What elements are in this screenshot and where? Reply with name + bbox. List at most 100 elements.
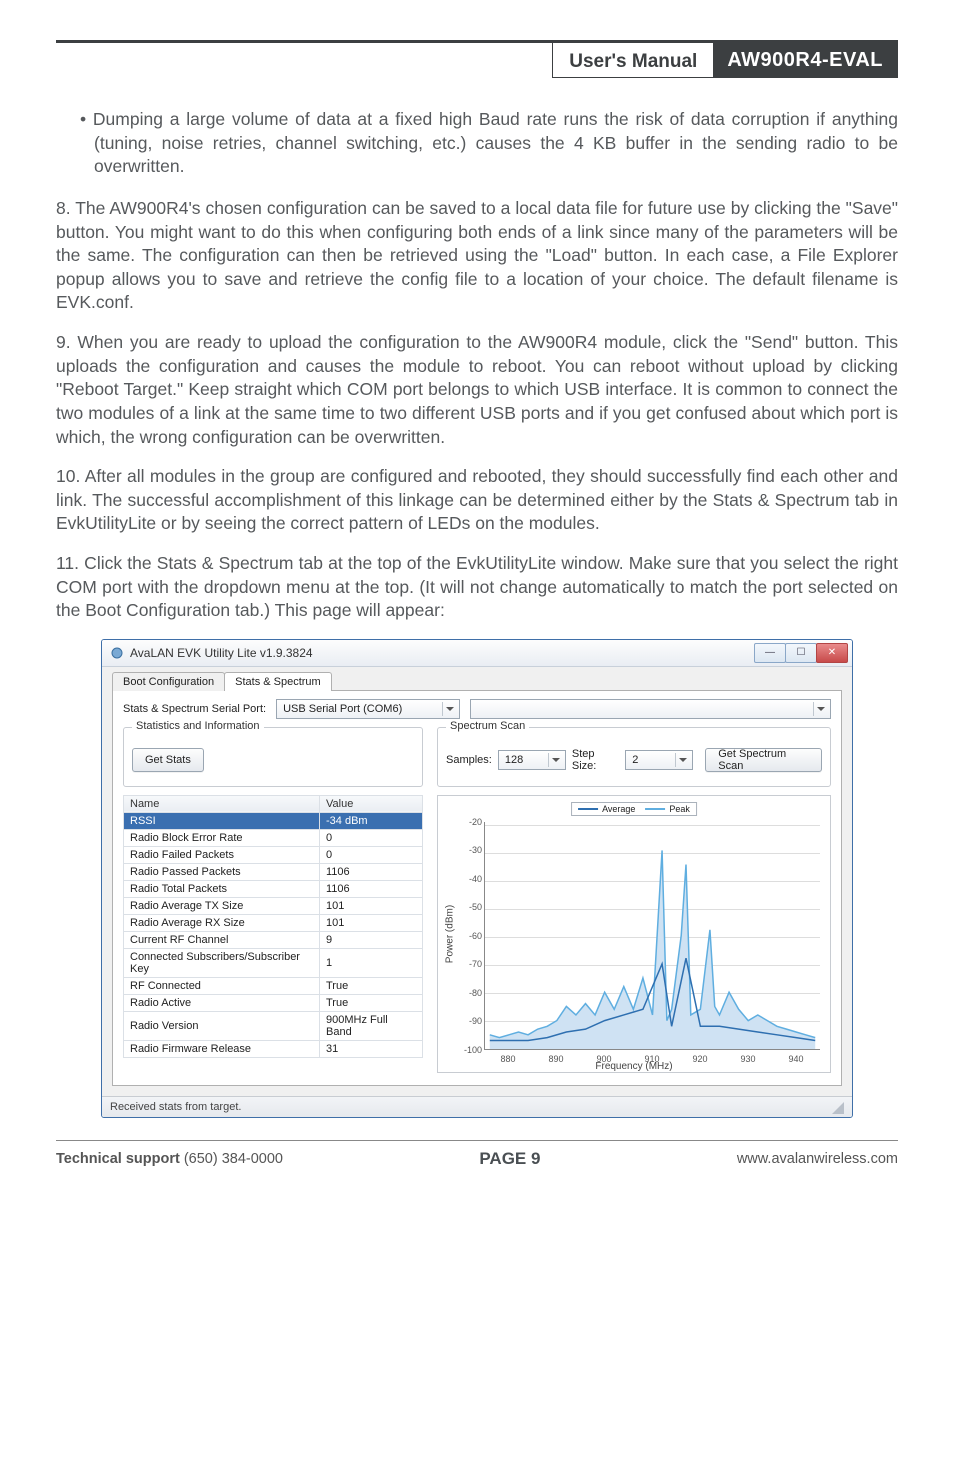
get-stats-button[interactable]: Get Stats [132,748,204,772]
manual-label: User's Manual [553,43,713,77]
x-tick: 930 [740,1054,755,1064]
samples-label: Samples: [446,754,492,766]
y-tick: -20 [462,817,482,827]
table-row[interactable]: Radio Average TX Size101 [124,897,423,914]
app-screenshot: AvaLAN EVK Utility Lite v1.9.3824 — ☐ ✕ … [101,639,853,1118]
table-row[interactable]: Radio Average RX Size101 [124,914,423,931]
table-row[interactable]: RSSI-34 dBm [124,812,423,829]
chevron-down-icon [675,753,690,767]
chart-legend: Average Peak [571,802,697,816]
tab-stats-spectrum[interactable]: Stats & Spectrum [224,672,332,691]
stat-value: 0 [320,829,423,846]
stat-value: 9 [320,931,423,948]
secondary-combo[interactable] [470,699,831,719]
y-tick: -40 [462,874,482,884]
samples-combo[interactable]: 128 [498,750,566,770]
y-tick: -90 [462,1016,482,1026]
tab-boot-configuration[interactable]: Boot Configuration [112,672,225,691]
table-row[interactable]: Radio Passed Packets1106 [124,863,423,880]
x-tick: 920 [692,1054,707,1064]
tab-panel: Stats & Spectrum Serial Port: USB Serial… [112,690,842,1086]
minimize-button[interactable]: — [754,643,786,663]
col-name: Name [124,795,320,812]
maximize-button[interactable]: ☐ [785,643,817,663]
footer: Technical support (650) 384-0000 PAGE 9 … [56,1141,898,1169]
step-label: Step Size: [572,748,619,772]
table-row[interactable]: Current RF Channel9 [124,931,423,948]
y-tick: -60 [462,931,482,941]
stat-value: 101 [320,897,423,914]
x-tick: 900 [596,1054,611,1064]
stat-name: Radio Average TX Size [124,897,320,914]
table-row[interactable]: Radio Block Error Rate0 [124,829,423,846]
stat-value: 1106 [320,880,423,897]
stat-value: -34 dBm [320,812,423,829]
y-tick: -100 [462,1045,482,1055]
y-tick: -80 [462,988,482,998]
spectrum-chart: Average Peak Power (dBm) Frequency (MHz)… [437,795,831,1073]
bullet-dump-warning: • Dumping a large volume of data at a fi… [56,108,898,179]
para-11: 11. Click the Stats & Spectrum tab at th… [56,552,898,623]
status-bar: Received stats from target. [102,1096,852,1117]
table-row[interactable]: Radio Failed Packets0 [124,846,423,863]
footer-url: www.avalanwireless.com [737,1151,898,1167]
x-tick: 910 [644,1054,659,1064]
chevron-down-icon [442,702,457,716]
stats-table: Name Value RSSI-34 dBmRadio Block Error … [123,795,423,1058]
stat-value: True [320,994,423,1011]
table-row[interactable]: Radio Total Packets1106 [124,880,423,897]
footer-left-label: Technical support [56,1151,180,1167]
stat-value: True [320,977,423,994]
stat-name: Radio Passed Packets [124,863,320,880]
y-tick: -70 [462,959,482,969]
y-tick: -50 [462,902,482,912]
stat-value: 0 [320,846,423,863]
footer-left: Technical support (650) 384-0000 [56,1151,283,1167]
stat-value: 1 [320,948,423,977]
step-value: 2 [632,754,638,766]
stat-value: 101 [320,914,423,931]
get-spectrum-scan-button[interactable]: Get Spectrum Scan [705,748,822,772]
footer-page-number: PAGE 9 [479,1149,540,1169]
stat-name: Radio Block Error Rate [124,829,320,846]
stats-legend: Statistics and Information [132,720,264,732]
table-row[interactable]: RF ConnectedTrue [124,977,423,994]
stat-name: Connected Subscribers/Subscriber Key [124,948,320,977]
serial-port-combo[interactable]: USB Serial Port (COM6) [276,699,460,719]
header-box: User's Manual AW900R4-EVAL [552,43,898,78]
tab-row: Boot Configuration Stats & Spectrum [112,671,842,690]
chevron-down-icon [548,753,563,767]
table-row[interactable]: Connected Subscribers/Subscriber Key1 [124,948,423,977]
stat-value: 31 [320,1040,423,1057]
stat-name: RSSI [124,812,320,829]
body-text: • Dumping a large volume of data at a fi… [56,108,898,623]
legend-average: Average [602,804,635,814]
table-row[interactable]: Radio ActiveTrue [124,994,423,1011]
para-10: 10. After all modules in the group are c… [56,465,898,536]
legend-peak: Peak [669,804,690,814]
x-tick: 890 [548,1054,563,1064]
resize-grip-icon[interactable] [830,1100,844,1114]
window-title: AvaLAN EVK Utility Lite v1.9.3824 [130,646,313,660]
stat-name: Radio Active [124,994,320,1011]
stat-name: Radio Total Packets [124,880,320,897]
stat-value: 900MHz Full Band [320,1011,423,1040]
table-row[interactable]: Radio Firmware Release31 [124,1040,423,1057]
y-tick: -30 [462,845,482,855]
stat-name: Radio Version [124,1011,320,1040]
serial-port-label: Stats & Spectrum Serial Port: [123,703,266,715]
stat-name: Radio Average RX Size [124,914,320,931]
scan-legend: Spectrum Scan [446,720,529,732]
step-combo[interactable]: 2 [625,750,693,770]
chart-plot-area [484,822,820,1050]
serial-port-value: USB Serial Port (COM6) [283,703,402,715]
model-label: AW900R4-EVAL [713,43,897,77]
app-icon [110,646,124,660]
stats-groupbox: Statistics and Information Get Stats [123,727,423,787]
stat-name: Radio Firmware Release [124,1040,320,1057]
table-row[interactable]: Radio Version900MHz Full Band [124,1011,423,1040]
y-axis-label: Power (dBm) [445,884,456,984]
page-header: User's Manual AW900R4-EVAL [56,43,898,78]
chevron-down-icon [813,702,828,716]
close-button[interactable]: ✕ [816,643,848,663]
